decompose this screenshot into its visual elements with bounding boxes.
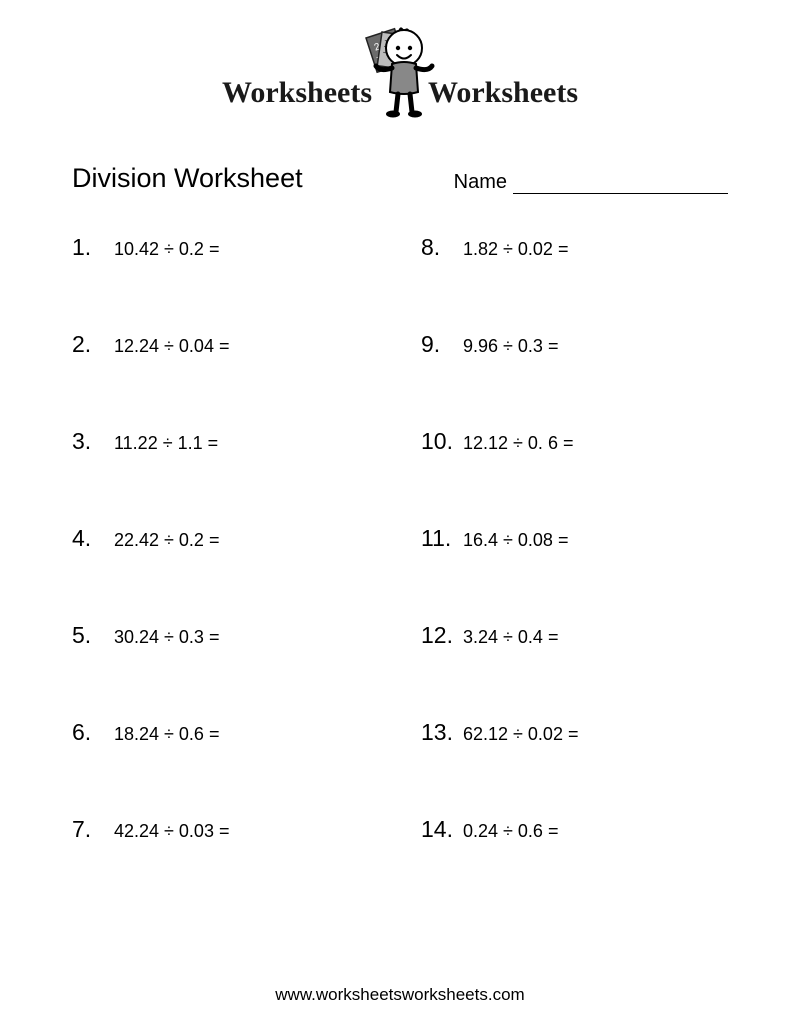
problem-number: 14. bbox=[421, 816, 463, 843]
problem-number: 8. bbox=[421, 234, 463, 261]
problem-expression: 22.42 ÷ 0.2 = bbox=[114, 530, 219, 551]
problem-row: 13.62.12 ÷ 0.02 = bbox=[421, 719, 740, 746]
problem-expression: 42.24 ÷ 0.03 = bbox=[114, 821, 229, 842]
logo-text-left: Worksheets bbox=[222, 76, 372, 110]
problem-row: 11.16.4 ÷ 0.08 = bbox=[421, 525, 740, 552]
problem-row: 1.10.42 ÷ 0.2 = bbox=[72, 234, 391, 261]
problem-row: 14.0.24 ÷ 0.6 = bbox=[421, 816, 740, 843]
problem-row: 7.42.24 ÷ 0.03 = bbox=[72, 816, 391, 843]
page-title: Division Worksheet bbox=[72, 163, 303, 194]
footer-url: www.worksheetsworksheets.com bbox=[0, 985, 800, 1005]
problem-number: 5. bbox=[72, 622, 114, 649]
problem-expression: 12.24 ÷ 0.04 = bbox=[114, 336, 229, 357]
problem-number: 7. bbox=[72, 816, 114, 843]
problem-expression: 62.12 ÷ 0.02 = bbox=[463, 724, 578, 745]
problem-expression: 3.24 ÷ 0.4 = bbox=[463, 627, 558, 648]
problem-number: 9. bbox=[421, 331, 463, 358]
problem-row: 3.11.22 ÷ 1.1 = bbox=[72, 428, 391, 455]
problem-row: 12.3.24 ÷ 0.4 = bbox=[421, 622, 740, 649]
problem-number: 2. bbox=[72, 331, 114, 358]
problem-number: 10. bbox=[421, 428, 463, 455]
problem-expression: 11.22 ÷ 1.1 = bbox=[114, 433, 218, 454]
problem-expression: 18.24 ÷ 0.6 = bbox=[114, 724, 219, 745]
problem-number: 6. bbox=[72, 719, 114, 746]
name-label: Name bbox=[454, 171, 507, 194]
problem-expression: 0.24 ÷ 0.6 = bbox=[463, 821, 558, 842]
problem-number: 11. bbox=[421, 525, 463, 552]
problem-row: 9.9.96 ÷ 0.3 = bbox=[421, 331, 740, 358]
problem-expression: 10.42 ÷ 0.2 = bbox=[114, 239, 219, 260]
problem-expression: 1.82 ÷ 0.02 = bbox=[463, 239, 568, 260]
header-row: Division Worksheet Name bbox=[0, 133, 800, 194]
logo: Worksheets 2+1= bbox=[230, 18, 570, 128]
problem-expression: 30.24 ÷ 0.3 = bbox=[114, 627, 219, 648]
problem-row: 8.1.82 ÷ 0.02 = bbox=[421, 234, 740, 261]
problem-row: 6.18.24 ÷ 0.6 = bbox=[72, 719, 391, 746]
problem-expression: 9.96 ÷ 0.3 = bbox=[463, 336, 558, 357]
name-input-line[interactable] bbox=[513, 174, 728, 194]
logo-header: Worksheets 2+1= bbox=[0, 0, 800, 133]
problem-expression: 12.12 ÷ 0. 6 = bbox=[463, 433, 573, 454]
problems-grid: 1.10.42 ÷ 0.2 = 2.12.24 ÷ 0.04 = 3.11.22… bbox=[0, 194, 800, 843]
problem-number: 1. bbox=[72, 234, 114, 261]
problem-expression: 16.4 ÷ 0.08 = bbox=[463, 530, 568, 551]
problem-row: 5.30.24 ÷ 0.3 = bbox=[72, 622, 391, 649]
problem-number: 12. bbox=[421, 622, 463, 649]
problem-row: 2.12.24 ÷ 0.04 = bbox=[72, 331, 391, 358]
logo-text-right: Worksheets bbox=[428, 76, 578, 110]
problem-row: 10.12.12 ÷ 0. 6 = bbox=[421, 428, 740, 455]
problem-number: 3. bbox=[72, 428, 114, 455]
name-field: Name bbox=[454, 171, 728, 194]
problem-row: 4.22.42 ÷ 0.2 = bbox=[72, 525, 391, 552]
problem-number: 4. bbox=[72, 525, 114, 552]
problem-number: 13. bbox=[421, 719, 463, 746]
